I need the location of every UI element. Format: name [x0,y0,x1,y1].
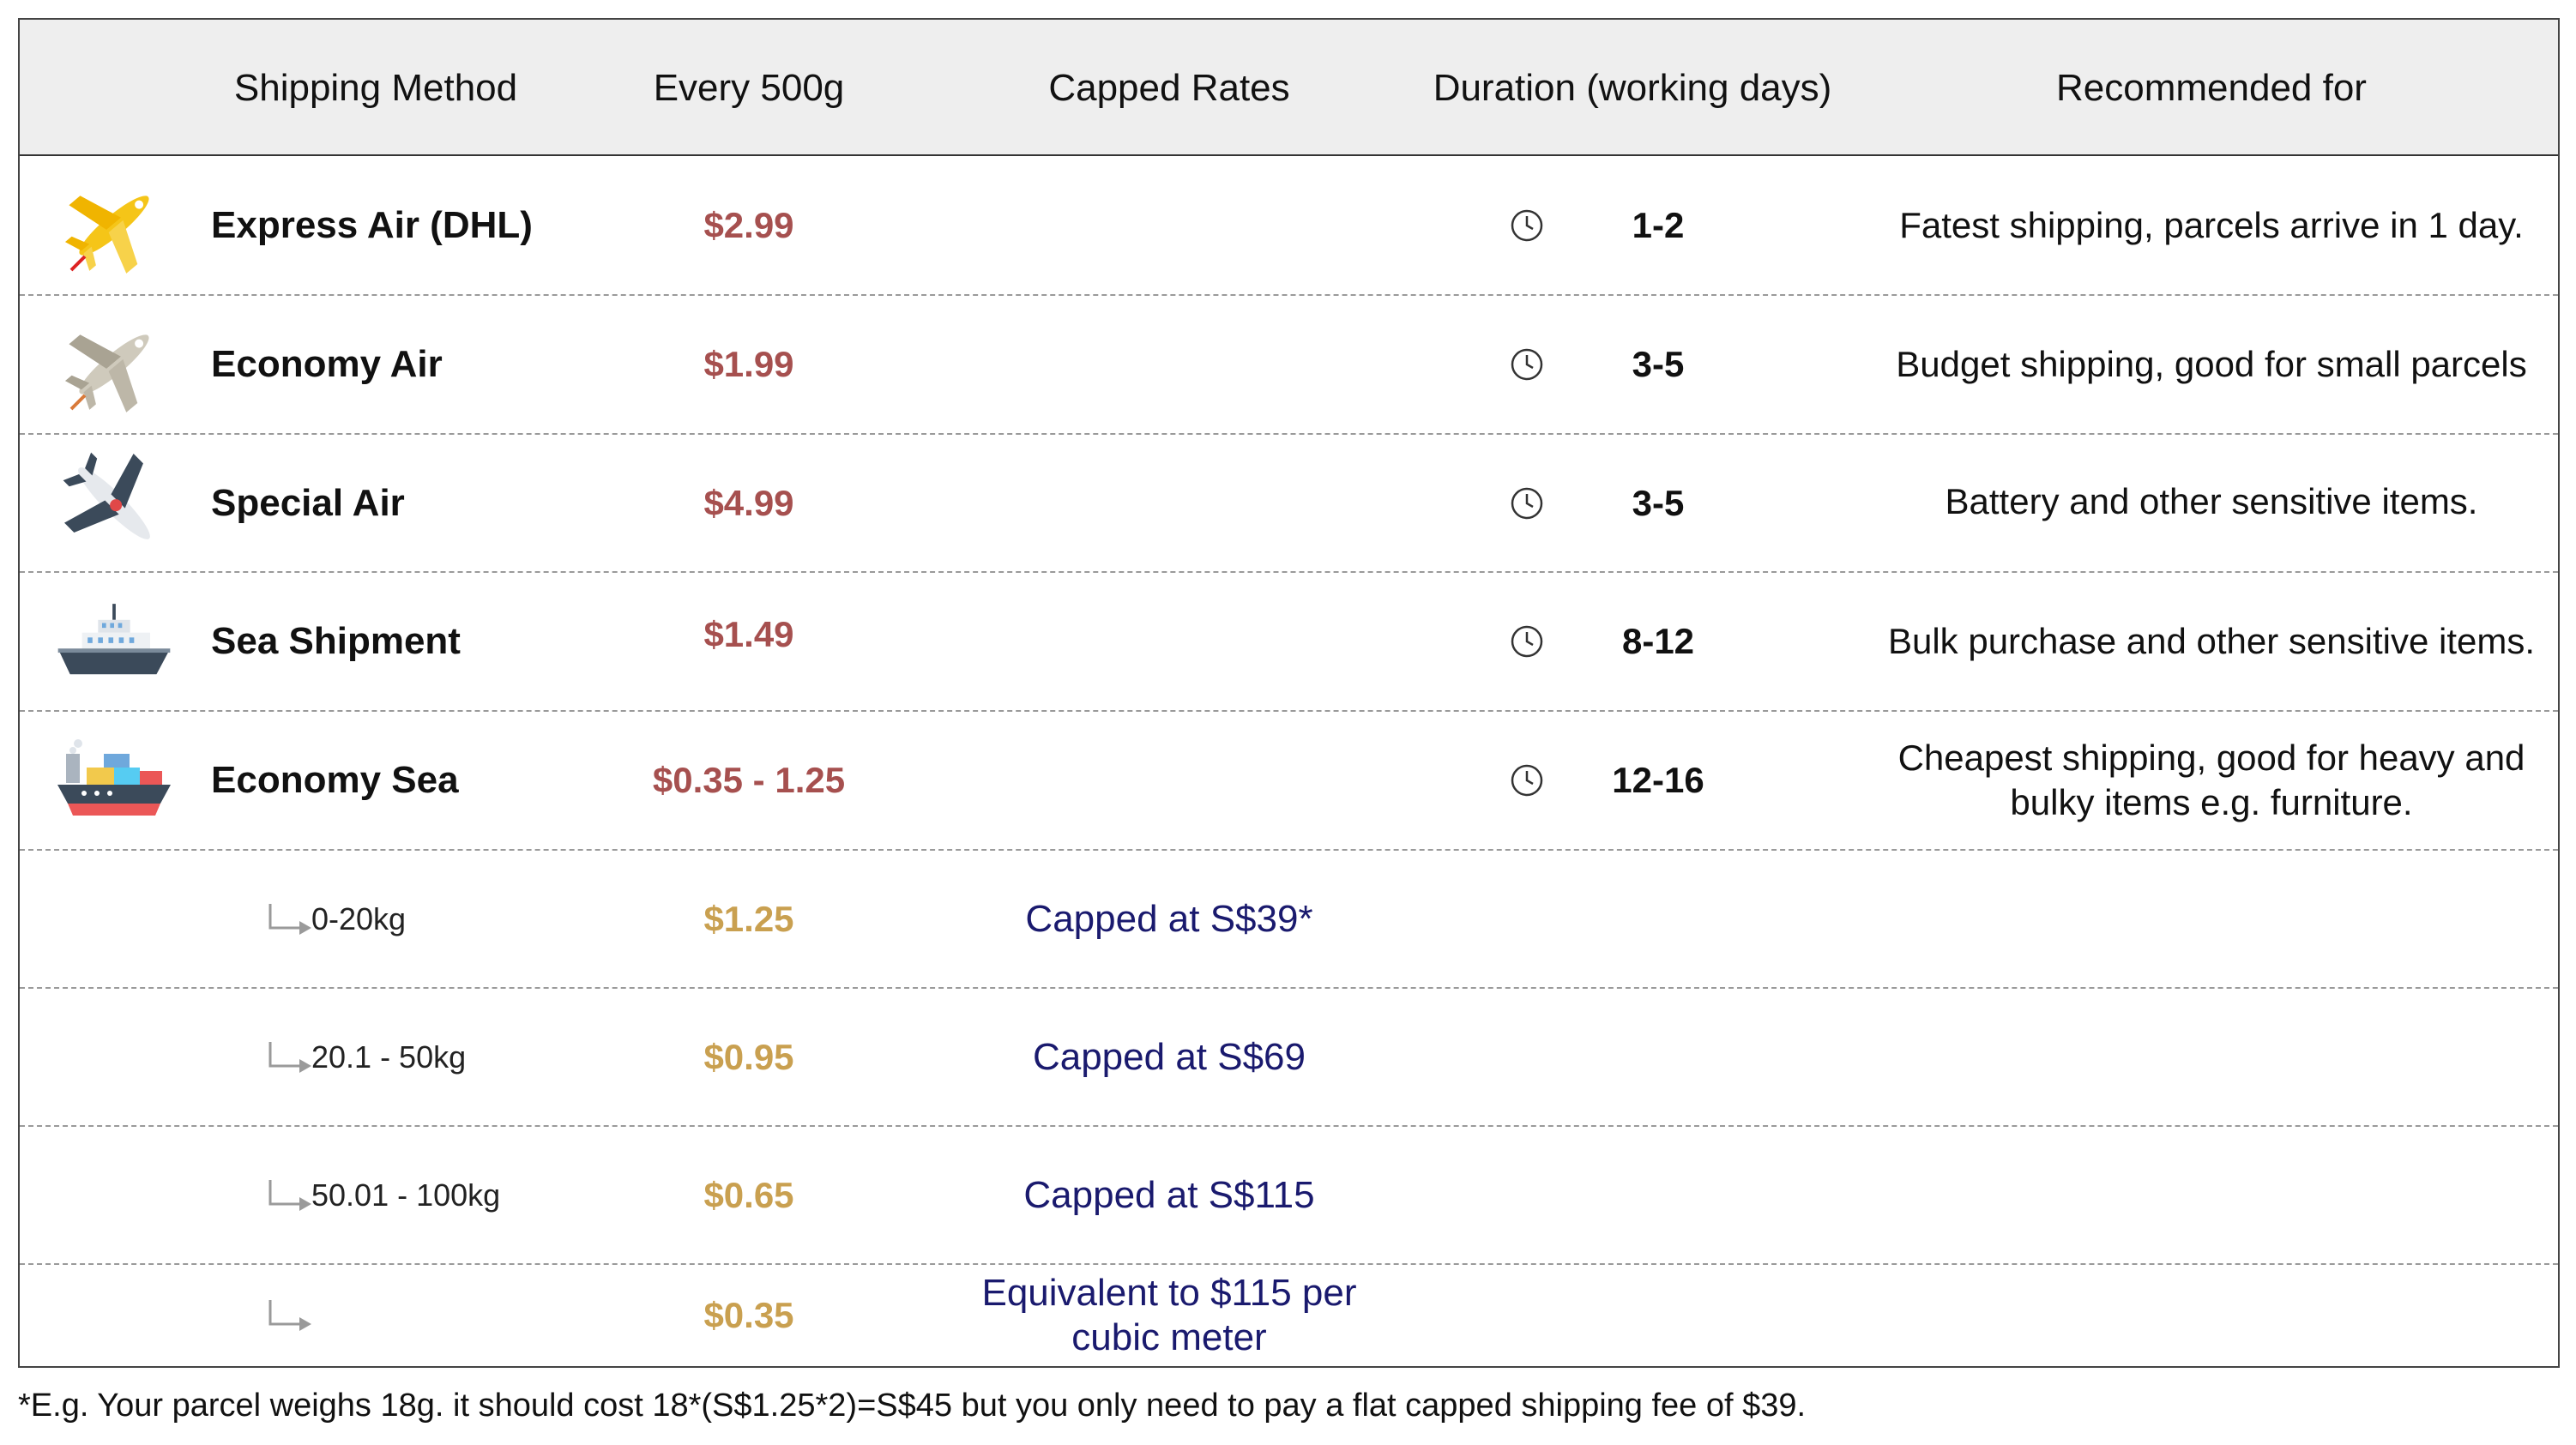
table-row: Express Air (DHL) $2.99 1-2 Fatest shipp… [20,156,2558,296]
price-every-500g: $0.35 - 1.25 [652,760,846,800]
sub-arrow-icon [267,851,318,987]
recommended-text: Battery and other sensitive items. [1945,481,2478,521]
table-header: Shipping Method Every 500g Capped Rates … [20,20,2558,156]
grey-airplane-icon [54,296,174,433]
tier-price: $0.35 [703,1295,794,1335]
clock-icon [1508,573,1546,710]
weight-range: 20.1 - 50kg [311,1039,467,1075]
tier-row: 20.1 - 50kg $0.95 Capped at S$69 [20,989,2558,1127]
table-row: Economy Sea $0.35 - 1.25 12-16 Cheapest … [20,712,2558,851]
table-row: Economy Air $1.99 3-5 Budget shipping, g… [20,296,2558,435]
table-row: Sea Shipment $1.49 8-12 Bulk purchase an… [20,573,2558,712]
weight-range: 0-20kg [311,900,407,936]
capped-rate: Capped at S$69 [1032,1035,1306,1078]
cargo-ship-icon [54,712,174,849]
price-every-500g: $4.99 [703,482,794,523]
duration-days: 8-12 [1621,621,1695,661]
capped-rate: Equivalent to $115 per cubic meter [981,1272,1357,1358]
duration-days: 12-16 [1612,760,1704,800]
clock-icon [1508,156,1546,294]
header-every-500g: Every 500g [653,66,845,109]
price-every-500g: $1.49 [703,614,794,654]
clock-icon [1508,435,1546,571]
price-every-500g: $2.99 [703,204,794,245]
recommended-text: Cheapest shipping, good for heavy and bu… [1897,738,2525,822]
header-capped-rates: Capped Rates [1048,66,1290,109]
tier-price: $0.65 [703,1174,794,1215]
duration-days: 1-2 [1632,204,1685,245]
clock-icon [1508,712,1546,849]
sub-arrow-icon [267,1127,318,1263]
header-recommended-for: Recommended for [2056,66,2367,109]
shipping-rates-table: Shipping Method Every 500g Capped Rates … [18,18,2560,1368]
method-name: Special Air [211,481,405,524]
special-airplane-icon [54,435,174,571]
tier-row: 50.01 - 100kg $0.65 Capped at S$115 [20,1127,2558,1265]
tier-row: 0-20kg $1.25 Capped at S$39* [20,851,2558,989]
tier-row: $0.35 Equivalent to $115 per cubic meter [20,1265,2558,1366]
recommended-text: Bulk purchase and other sensitive items. [1887,621,2536,661]
footnote: *E.g. Your parcel weighs 18g. it should … [18,1388,1807,1424]
yellow-airplane-icon [54,156,174,294]
capped-rate: Capped at S$39* [1025,897,1313,940]
header-shipping-method: Shipping Method [233,66,518,109]
recommended-text: Fatest shipping, parcels arrive in 1 day… [1899,204,2524,245]
method-name: Sea Shipment [211,620,461,662]
table-row: Special Air $4.99 3-5 Battery and other … [20,435,2558,573]
recommended-text: Budget shipping, good for small parcels [1896,344,2527,384]
duration-days: 3-5 [1632,482,1685,523]
clock-icon [1508,296,1546,433]
header-duration: Duration (working days) [1433,66,1832,109]
price-every-500g: $1.99 [703,344,794,384]
duration-days: 3-5 [1632,344,1685,384]
method-name: Economy Sea [211,759,459,801]
tier-price: $1.25 [703,898,794,939]
sub-arrow-icon [267,989,318,1125]
weight-range: 50.01 - 100kg [311,1177,501,1213]
ship-icon [54,573,174,710]
method-name: Economy Air [211,343,443,385]
capped-rate: Capped at S$115 [1023,1173,1315,1216]
method-name: Express Air (DHL) [211,203,533,246]
sub-arrow-icon [267,1265,318,1366]
tier-price: $0.95 [703,1036,794,1077]
